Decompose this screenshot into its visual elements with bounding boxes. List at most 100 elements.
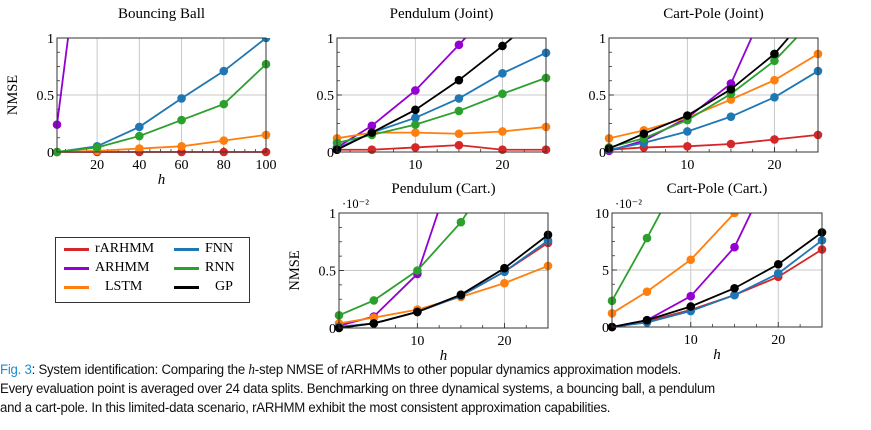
legend-item-gp: GP (174, 279, 233, 295)
caption-line-3: and a cart-pole. In this limited-data sc… (0, 400, 611, 416)
data-point-gp (413, 307, 422, 317)
series-line-gp (608, 38, 790, 150)
series-line-gp (336, 38, 514, 151)
data-point-rnn (219, 99, 229, 109)
plot-frame (611, 212, 823, 328)
y-tick-label: 1 (599, 32, 606, 47)
data-point-rnn (642, 233, 652, 243)
data-point-gp (369, 319, 379, 328)
x-tick-label: 20 (497, 334, 511, 349)
series-line-arhmm (608, 38, 753, 152)
figure-label[interactable]: Fig. 3 (0, 362, 32, 378)
x-tick-label: 20 (495, 158, 509, 173)
legend-item-rnn: RNN (174, 260, 235, 276)
y-tick-label: 0.5 (319, 265, 337, 280)
plot-frame (608, 37, 819, 153)
data-point-gp (773, 260, 783, 269)
data-point-gp (498, 41, 507, 51)
data-point-rnn (498, 89, 507, 99)
data-point-lstm (770, 75, 779, 85)
series-line-rarhmm (611, 248, 823, 328)
x-axis-label: h (713, 347, 721, 360)
y-tick-label: 1 (327, 32, 334, 47)
data-point-rnn (454, 106, 464, 116)
data-point-arhmm (730, 242, 739, 252)
data-point-gp (642, 315, 652, 325)
data-point-rarhmm (498, 145, 507, 155)
chart-panel-1: 20 40 60 80 100 0 0.5 1 Bouncing Ball h NMSE (5, 6, 277, 188)
data-point-rarhmm (411, 143, 420, 152)
series-group (334, 213, 553, 333)
series-line-lstm (336, 126, 547, 140)
legend-swatch (64, 266, 89, 270)
data-point-gp (686, 302, 696, 311)
data-point-lstm (454, 129, 464, 139)
data-point-rnn (92, 143, 102, 152)
chart-title: Cart-Pole (Cart.) (667, 181, 768, 197)
series-line-lstm (56, 134, 267, 153)
data-point-gp (454, 75, 464, 85)
data-point-fnn (730, 290, 739, 300)
series-group (604, 38, 823, 156)
chart-panel-5: 10 20 0 5 10 Cart-Pole (Cart.) ·10⁻² h (595, 181, 827, 360)
caption-text: : System identification: Comparing the (31, 362, 249, 378)
series-line-fnn (338, 239, 549, 328)
caption-text: -step NMSE of rARHMMs to other popular d… (254, 362, 681, 378)
y-tick-label: 0.5 (37, 89, 55, 104)
y-tick-label: 10 (595, 207, 609, 222)
data-point-lstm (686, 255, 696, 265)
data-point-lstm (730, 213, 739, 218)
y-tick-label: 5 (602, 264, 609, 279)
y-tick-label: 1 (329, 207, 336, 222)
series-group (52, 38, 271, 157)
legend-swatch (174, 285, 199, 289)
legend-label: GP (215, 279, 233, 294)
data-point-gp (367, 128, 377, 137)
x-tick-label: 100 (256, 158, 277, 173)
y-tick-label: 0 (599, 146, 606, 161)
data-point-lstm (219, 136, 229, 145)
series-line-rarhmm (337, 144, 546, 151)
y-tick-label: 0.5 (317, 89, 335, 104)
legend-item-arhmm: ARHMM (64, 260, 149, 276)
legend-swatch (174, 266, 199, 270)
data-point-gp (770, 49, 779, 59)
legend: rARHMM FNN ARHMM RNN LSTM GP (55, 237, 250, 303)
chart-title: Pendulum (Joint) (390, 6, 494, 22)
chart-panel-4: 10 20 0 0.5 1 Pendulum (Cart.) ·10⁻² h NMSE (287, 181, 553, 360)
series-line-gp (338, 234, 549, 329)
data-point-rnn (413, 266, 422, 275)
data-point-gp (683, 111, 692, 120)
series-line-rarhmm (608, 134, 819, 151)
data-point-gp (639, 129, 649, 139)
x-tick-label: 10 (408, 158, 422, 173)
x-tick-label: 20 (90, 158, 104, 173)
data-point-rarhmm (770, 135, 779, 144)
data-point-gp (456, 290, 466, 299)
legend-item-fnn: FNN (174, 241, 233, 257)
series-line-arhmm (338, 213, 439, 327)
series-group (332, 38, 551, 155)
y-tick-label: 1 (47, 32, 54, 47)
data-point-arhmm (411, 86, 420, 95)
legend-label: rARHMM (95, 241, 155, 256)
data-point-gp (730, 283, 739, 293)
series-line-lstm (608, 53, 819, 140)
legend-item-rarhmm: rARHMM (64, 241, 154, 257)
plot-frame (56, 37, 267, 153)
x-axis-label: h (440, 348, 448, 360)
x-tick-label: 10 (410, 334, 424, 349)
figure-caption: Fig. 3: System identification: Comparing… (0, 361, 810, 418)
data-point-fnn (773, 269, 783, 278)
series-group (607, 213, 827, 332)
chart-title: Pendulum (Cart.) (391, 181, 495, 197)
data-point-lstm (642, 287, 652, 296)
legend-swatch (64, 247, 89, 251)
chart-title: Bouncing Ball (118, 6, 205, 22)
data-point-lstm (498, 127, 507, 136)
series-line-arhmm (56, 38, 69, 125)
legend-swatch (64, 285, 89, 289)
data-point-lstm (411, 128, 420, 137)
y-tick-label: 0 (329, 322, 336, 337)
